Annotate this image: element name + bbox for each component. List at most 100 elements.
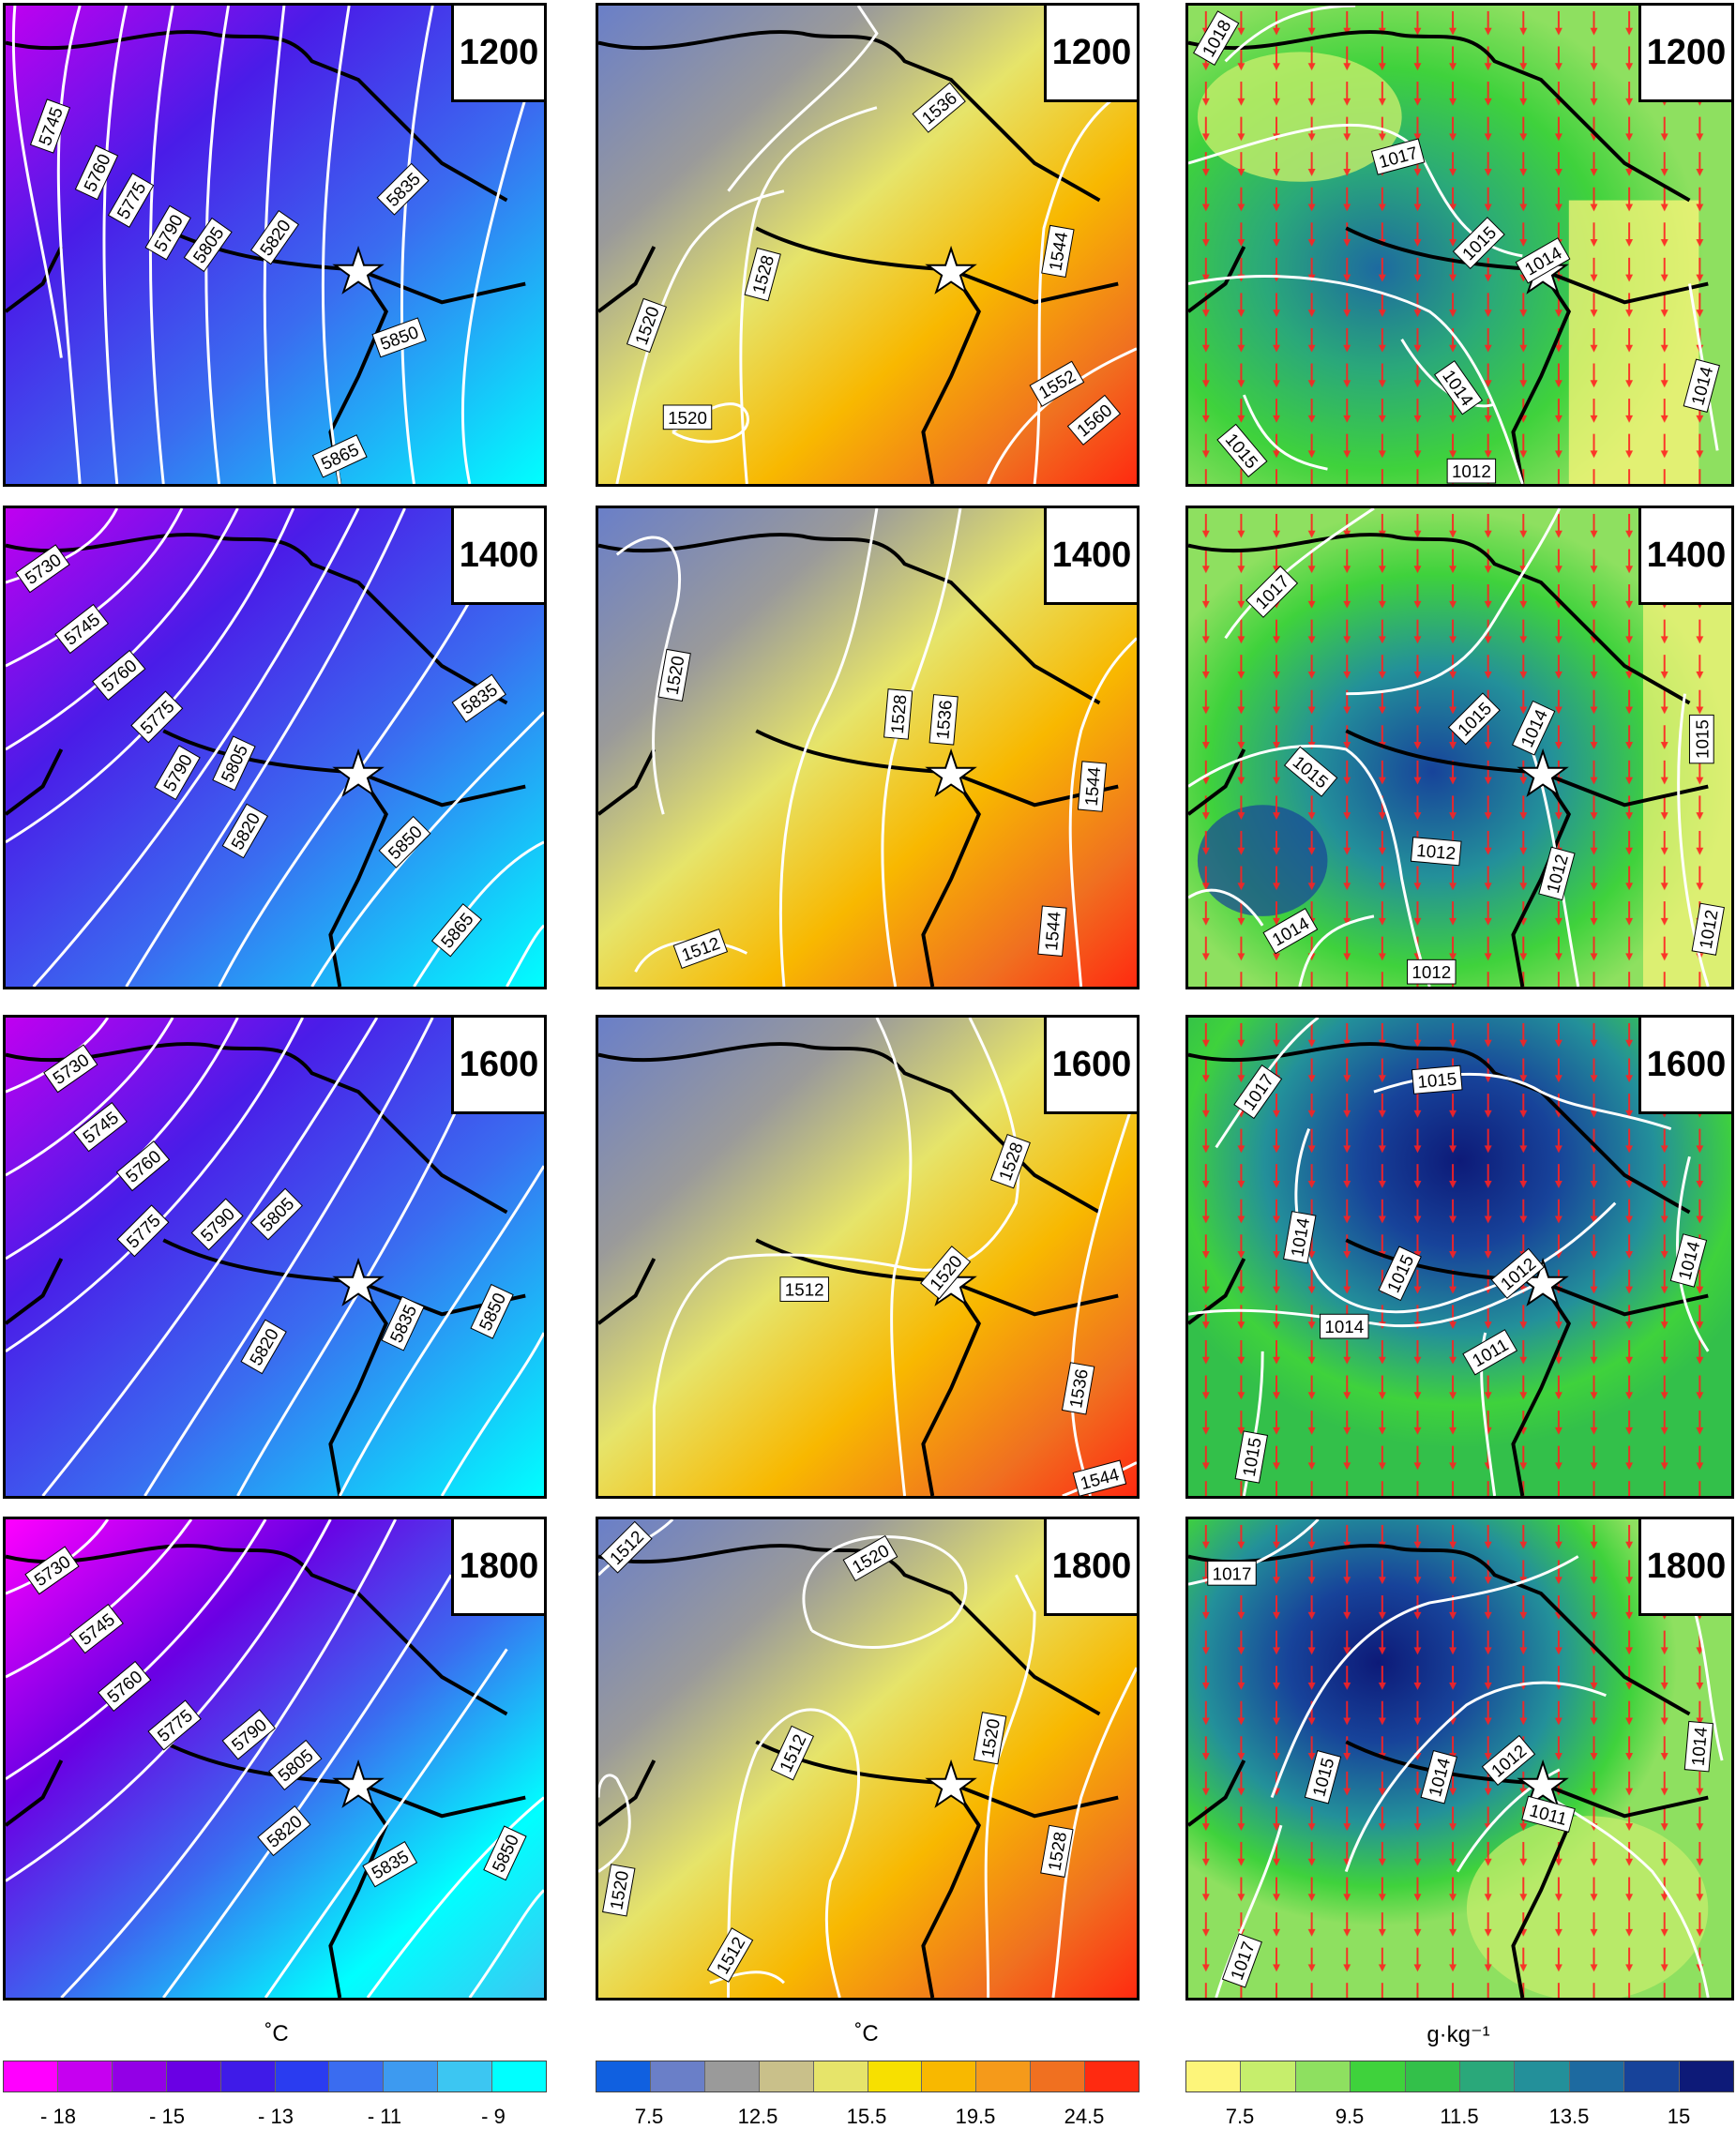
colorbar-swatch: [976, 2061, 1032, 2091]
colorbar-swatch: [596, 2061, 651, 2091]
colorbar-swatch: [1405, 2061, 1461, 2091]
panel-mixing-1400: 1017 1015 1014 1015 1012 1012 1015 1014 …: [1185, 506, 1734, 989]
time-label: 1800: [451, 1519, 544, 1616]
star-marker: [332, 245, 385, 294]
svg-text:1015: 1015: [1692, 719, 1712, 759]
svg-text:1012: 1012: [1415, 840, 1456, 864]
time-label: 1800: [1044, 1519, 1137, 1616]
svg-text:1544: 1544: [1081, 766, 1105, 807]
tick-label: 24.5: [1064, 2105, 1105, 2128]
panel-mixing-1200: 1018 1017 1015 1014 1014 1015 1012 1014 …: [1185, 3, 1734, 487]
isoline-labels: 5730 5745 5760 5775 5790 5805 5820 5835 …: [24, 1546, 527, 1888]
svg-text:1014: 1014: [1687, 1726, 1711, 1766]
panel-temp850-1400: 1520 1528 1536 1544 1512 1544 1400: [596, 506, 1140, 989]
colorbar-swatch: [1624, 2061, 1680, 2091]
svg-text:1015: 1015: [1417, 1068, 1457, 1092]
time-label: 1200: [451, 6, 544, 102]
colorbar-swatch: [112, 2061, 167, 2091]
colorbar-swatch: [1351, 2061, 1406, 2091]
tick-label: 19.5: [955, 2105, 996, 2128]
tick-label: - 9: [481, 2105, 506, 2128]
isoline-labels: 5730 5745 5760 5775 5790 5805 5820 5835 …: [43, 1044, 514, 1375]
svg-text:1512: 1512: [785, 1280, 824, 1300]
colorbar-swatch: [1569, 2061, 1625, 2091]
colorbar-swatch: [438, 2061, 493, 2091]
star-marker: [1517, 1759, 1569, 1808]
tick-label: - 11: [367, 2105, 402, 2128]
colorbar-swatch: [329, 2061, 385, 2091]
tick-label: - 15: [149, 2105, 185, 2128]
colorbar-swatch: [384, 2061, 439, 2091]
isoline-labels: 1017 1015 1014 1012 1011 1014 1017: [1207, 1560, 1713, 1988]
colorbar-swatch: [1031, 2061, 1086, 2091]
tick-label: - 13: [258, 2105, 294, 2128]
panel-temp500-1800: 5730 5745 5760 5775 5790 5805 5820 5835 …: [3, 1517, 547, 2001]
panel-mixing-1600: 1017 1015 1014 1015 1012 1014 1011 1014 …: [1185, 1015, 1734, 1499]
tick-label: 7.5: [634, 2105, 664, 2128]
time-label: 1200: [1638, 6, 1731, 102]
tick-label: 12.5: [737, 2105, 778, 2128]
colorbar-swatch: [220, 2061, 276, 2091]
colorbar-swatch: [1515, 2061, 1570, 2091]
star-marker: [332, 1257, 385, 1306]
star-marker: [332, 747, 385, 797]
colorbar-swatch: [1460, 2061, 1516, 2091]
colorbar-swatch: [1241, 2061, 1296, 2091]
colorbar-swatch: [1085, 2061, 1140, 2091]
tick-label: 13.5: [1548, 2105, 1590, 2128]
colorbar-swatch: [492, 2061, 547, 2091]
time-label: 1600: [1638, 1018, 1731, 1114]
tick-label: 7.5: [1225, 2105, 1255, 2128]
colorbar-temp500: [3, 2061, 547, 2092]
colorbar-temp850: [596, 2061, 1140, 2092]
time-label: 1800: [1638, 1519, 1731, 1616]
star-marker: [925, 245, 977, 294]
panel-temp500-1400: 5730 5745 5760 5775 5790 5805 5820 5835 …: [3, 506, 547, 989]
panel-temp850-1600: 1528 1520 1512 1536 1544 1600: [596, 1015, 1140, 1499]
svg-text:1012: 1012: [1411, 962, 1451, 982]
colorbar-swatch: [1186, 2061, 1242, 2091]
panel-temp850-1800: 1512 1520 1512 1520 1528 1520 1512 1800: [596, 1517, 1140, 2001]
colorbar-swatch: [4, 2061, 58, 2091]
tick-label: 9.5: [1335, 2105, 1365, 2128]
time-label: 1600: [451, 1018, 544, 1114]
panel-temp500-1600: 5730 5745 5760 5775 5790 5805 5820 5835 …: [3, 1015, 547, 1499]
svg-text:1012: 1012: [1452, 461, 1491, 481]
svg-text:1528: 1528: [887, 694, 911, 734]
unit-label-temp500: ˚C: [264, 2021, 289, 2046]
map-mixing-1200: 1018 1017 1015 1014 1014 1015 1012 1014: [1188, 6, 1731, 484]
colorbar-swatch: [275, 2061, 330, 2091]
star-marker: [332, 1759, 385, 1808]
time-label: 1600: [1044, 1018, 1137, 1114]
panel-temp500-1200: 5745 5760 5775 5790 5805 5820 5835 5850 …: [3, 3, 547, 487]
colorbar-swatch: [166, 2061, 221, 2091]
svg-text:1520: 1520: [668, 408, 707, 428]
time-label: 1200: [1044, 6, 1137, 102]
tick-label: 11.5: [1440, 2105, 1479, 2128]
time-label: 1400: [1638, 508, 1731, 605]
colorbar-swatch: [868, 2061, 923, 2091]
colorbar-swatch: [704, 2061, 760, 2091]
panel-temp850-1200: 1536 1528 1544 1520 1520 1552 1560 1200: [596, 3, 1140, 487]
colorbar-swatch: [922, 2061, 977, 2091]
svg-text:1544: 1544: [1041, 911, 1064, 951]
svg-text:1017: 1017: [1213, 1563, 1252, 1583]
unit-label-mixing: g·kg⁻¹: [1427, 2022, 1490, 2047]
isoline-labels: 1017 1015 1014 1015 1012 1012 1015 1014 …: [1245, 565, 1725, 985]
colorbar-swatch: [813, 2061, 868, 2091]
colorbar-swatch: [57, 2061, 113, 2091]
colorbar-swatch: [650, 2061, 705, 2091]
star-marker: [925, 1759, 977, 1808]
colorbar-swatch: [1679, 2061, 1734, 2091]
svg-text:1014: 1014: [1324, 1317, 1364, 1336]
unit-label-temp850: ˚C: [854, 2021, 879, 2046]
tick-label: 15: [1667, 2105, 1691, 2128]
colorbar-swatch: [1295, 2061, 1351, 2091]
star-marker: [925, 747, 977, 797]
colorbar-swatch: [759, 2061, 814, 2091]
tick-label: - 18: [40, 2105, 76, 2128]
time-label: 1400: [451, 508, 544, 605]
svg-text:1536: 1536: [932, 700, 956, 740]
tick-label: 15.5: [846, 2105, 887, 2128]
star-marker: [1517, 747, 1569, 797]
